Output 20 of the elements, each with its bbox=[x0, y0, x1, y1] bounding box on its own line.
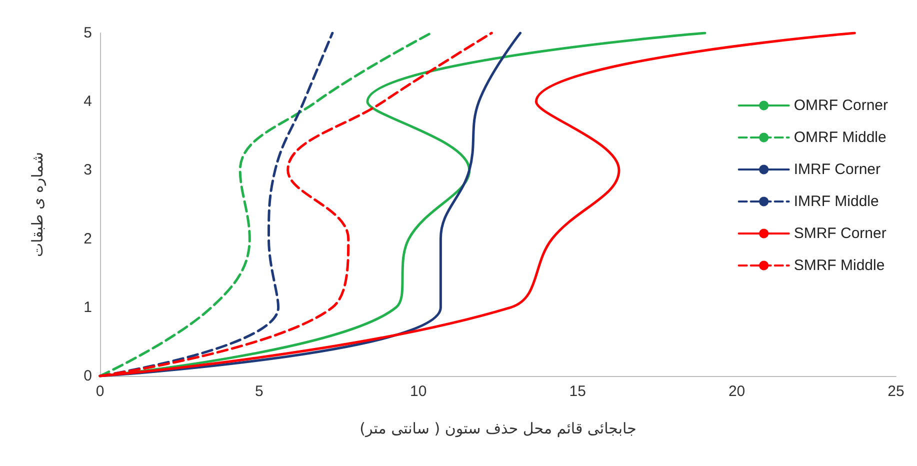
y-tick-label: 4 bbox=[84, 93, 92, 110]
y-tick-label: 2 bbox=[84, 230, 92, 248]
y-tick-label: 1 bbox=[84, 298, 92, 316]
x-tick-label: 5 bbox=[255, 383, 264, 400]
legend-label: OMRF Corner bbox=[794, 97, 888, 114]
x-tick-label: 10 bbox=[410, 383, 427, 400]
x-tick-label: 20 bbox=[728, 383, 746, 400]
legend-label: SMRF Middle bbox=[794, 257, 885, 274]
x-tick-label: 15 bbox=[569, 383, 586, 400]
legend-label: IMRF Corner bbox=[794, 161, 881, 178]
y-tick-label: 5 bbox=[84, 24, 92, 42]
legend-label: SMRF Corner bbox=[794, 225, 886, 242]
legend-label: IMRF Middle bbox=[794, 193, 879, 210]
x-tick-label: 0 bbox=[96, 383, 104, 400]
x-axis-title: جابجائی قائم محل حذف ستون ( سانتی متر) bbox=[360, 420, 636, 438]
x-tick-label: 25 bbox=[888, 383, 904, 400]
y-tick-label: 0 bbox=[84, 368, 92, 384]
y-axis-title: شماره ی طبقات bbox=[28, 152, 46, 257]
legend-label: OMRF Middle bbox=[794, 129, 886, 146]
y-tick-label: 3 bbox=[84, 162, 92, 179]
